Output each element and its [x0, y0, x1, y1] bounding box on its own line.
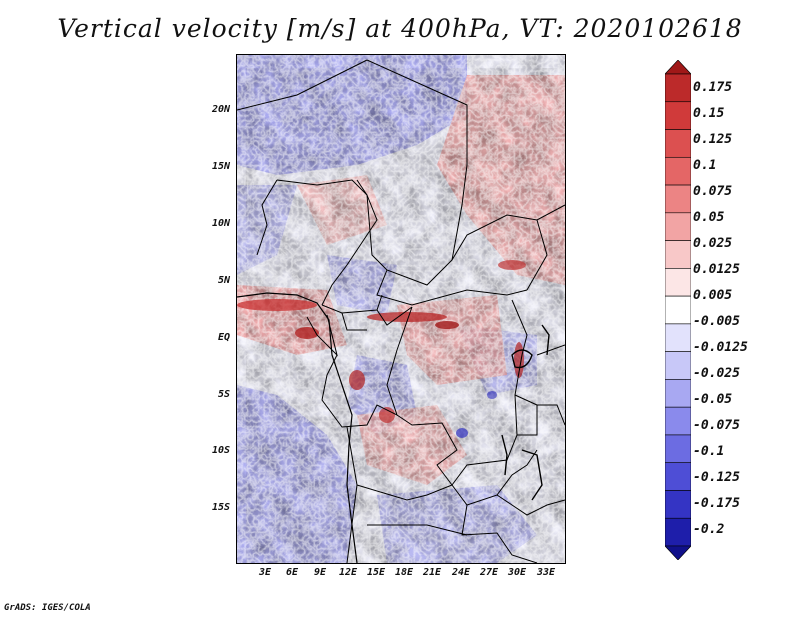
colorbar-min-arrow	[665, 545, 691, 560]
colorbar-label: 0.025	[693, 236, 733, 251]
colorbar-label: 0.05	[693, 210, 725, 225]
lat-label-15n: 15N	[211, 161, 230, 172]
colorbar-segment	[665, 406, 691, 436]
lon-label-18e: 18E	[394, 567, 414, 578]
lon-label-30e: 30E	[507, 567, 527, 578]
colorbar-segment	[665, 73, 691, 103]
lon-label-21e: 21E	[422, 567, 442, 578]
lon-label-27e: 27E	[479, 567, 499, 578]
colorbar-label: -0.1	[693, 444, 725, 459]
colorbar-label: 0.1	[693, 158, 717, 173]
colorbar-segment	[665, 156, 691, 186]
colorbar-segment	[665, 323, 691, 352]
lat-label-5s: 5S	[217, 389, 230, 400]
colorbar-label: -0.175	[693, 496, 740, 511]
colorbar-label: 0.0125	[693, 262, 740, 277]
lon-label-6e: 6E	[285, 567, 299, 578]
colorbar	[665, 60, 691, 560]
colorbar-segment	[665, 379, 691, 408]
lat-label-15s: 15S	[211, 502, 230, 513]
colorbar-segment	[665, 268, 691, 297]
colorbar-segment	[665, 517, 691, 547]
colorbar-label: -0.2	[693, 522, 725, 537]
lat-label-10n: 10N	[211, 218, 230, 229]
map-title: Vertical velocity [m/s] at 400hPa, VT: 2…	[57, 14, 743, 43]
colorbar-segment	[665, 490, 691, 519]
grads-credit: GrADS: IGES/COLA	[4, 603, 91, 613]
colorbar-label: 0.075	[693, 184, 733, 199]
colorbar-label: 0.175	[693, 80, 733, 95]
colorbar-segment	[665, 434, 691, 464]
colorbar-label: 0.15	[693, 106, 725, 121]
lat-label-5n: 5N	[217, 275, 230, 286]
colorbar-segment	[665, 212, 691, 241]
lon-label-24e: 24E	[451, 567, 471, 578]
colorbar-segment	[665, 462, 691, 491]
colorbar-segments	[665, 60, 691, 560]
lat-label-10s: 10S	[211, 445, 230, 456]
lon-label-15e: 15E	[366, 567, 386, 578]
colorbar-max-arrow	[665, 60, 691, 75]
colorbar-segment	[665, 101, 691, 130]
lon-label-12e: 12E	[338, 567, 358, 578]
lat-label-eq: EQ	[217, 332, 230, 343]
colorbar-label: -0.0125	[693, 340, 748, 355]
colorbar-label: -0.025	[693, 366, 740, 381]
colorbar-label: 0.005	[693, 288, 733, 303]
colorbar-segment	[665, 240, 691, 269]
lat-label-20n: 20N	[211, 104, 230, 115]
lon-label-33e: 33E	[536, 567, 556, 578]
velocity-field-map	[237, 55, 565, 563]
country-borders	[237, 59, 565, 563]
map-panel	[236, 54, 566, 564]
lon-label-9e: 9E	[313, 567, 327, 578]
colorbar-segment	[665, 351, 691, 380]
colorbar-label: 0.125	[693, 132, 733, 147]
colorbar-segment	[665, 295, 691, 325]
lakes	[501, 324, 550, 501]
colorbar-label: -0.125	[693, 470, 740, 485]
colorbar-label: -0.05	[693, 392, 733, 407]
colorbar-segment	[665, 184, 691, 214]
colorbar-label: -0.005	[693, 314, 740, 329]
colorbar-segment	[665, 129, 691, 158]
lon-label-3e: 3E	[258, 567, 272, 578]
colorbar-label: -0.075	[693, 418, 740, 433]
coastline	[237, 292, 358, 563]
